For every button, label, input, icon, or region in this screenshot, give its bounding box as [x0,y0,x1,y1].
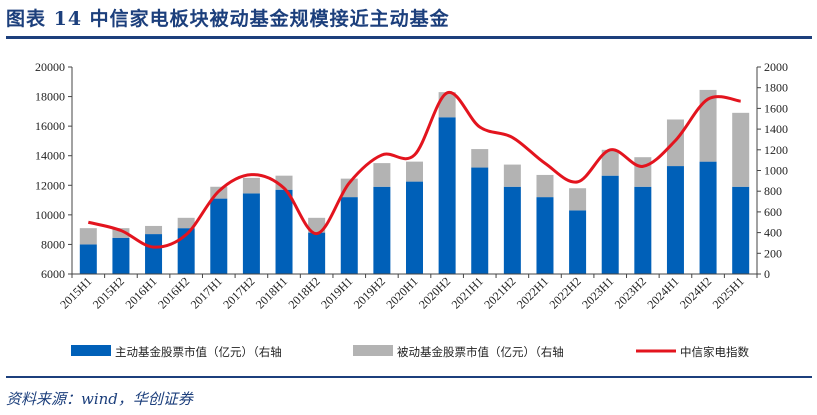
bar-passive-2019H1 [340,178,358,198]
bar-passive-2017H2 [242,177,260,194]
right-tick-label: 2000 [764,60,788,74]
x-tick-label: 2017H2 [220,274,257,311]
right-tick-label: 1400 [764,122,788,136]
bar-active-2022H1 [536,197,554,274]
legend-swatch-active [71,345,111,356]
bars-group [79,89,750,275]
x-tick-label: 2018H2 [286,274,323,311]
bar-passive-2016H1 [145,225,163,235]
left-tick-label: 16000 [35,119,65,133]
bar-active-2023H1 [601,175,619,274]
bar-passive-2021H2 [503,164,521,187]
bar-active-2019H2 [373,186,391,274]
right-tick-label: 1800 [764,81,788,95]
x-tick-label: 2023H1 [579,274,616,311]
legend-label-passive: 被动基金股票市值（亿元）（右轴 [397,345,564,359]
bar-active-2021H1 [471,167,489,274]
right-tick-label: 400 [764,226,782,240]
bar-passive-2024H1 [666,119,684,167]
bar-active-2015H2 [112,237,130,274]
bar-passive-2015H2 [112,228,130,238]
bar-active-2022H2 [569,210,587,274]
legend-label-index: 中信家电指数 [680,345,749,359]
right-tick-label: 0 [764,267,770,281]
left-tick-label: 12000 [35,178,65,192]
right-tick-label: 1600 [764,101,788,115]
bar-passive-2022H2 [569,188,587,211]
bar-active-2015H1 [79,244,97,274]
bar-passive-2025H1 [732,112,750,187]
right-tick-label: 200 [764,246,782,260]
x-tick-label: 2021H1 [449,274,486,311]
bar-passive-2021H1 [471,149,489,168]
left-tick-label: 14000 [35,149,65,163]
x-tick-label: 2021H2 [481,274,518,311]
figure-title: 图表 14 中信家电板块被动基金规模接近主动基金 [6,8,450,30]
right-tick-label: 800 [764,184,782,198]
source-note: 资料来源：wind，华创证券 [6,390,193,408]
left-tick-label: 18000 [35,90,65,104]
left-tick-label: 6000 [41,267,65,281]
bar-passive-2016H2 [177,217,195,229]
bar-passive-2020H2 [438,92,456,118]
left-tick-label: 20000 [35,60,65,74]
right-tick-label: 600 [764,205,782,219]
bar-passive-2022H1 [536,174,554,198]
bar-passive-2020H1 [406,161,423,182]
bar-active-2019H1 [340,197,358,274]
bar-active-2020H2 [438,117,456,275]
bar-active-2025H1 [732,186,750,274]
x-tick-label: 2017H1 [188,274,225,311]
bar-active-2017H1 [210,198,228,274]
source-rule [6,376,812,378]
right-tick-label: 1200 [764,143,788,157]
x-tick-label: 2025H1 [710,274,747,311]
x-tick-label: 2018H1 [253,274,290,311]
bar-active-2023H2 [634,186,652,274]
legend-label-active: 主动基金股票市值（亿元）（右轴 [115,345,282,359]
bar-active-2024H2 [699,161,717,274]
bar-active-2020H1 [406,181,423,274]
bar-passive-2024H2 [699,89,717,162]
x-tick-label: 2019H1 [318,274,355,311]
x-tick-label: 2022H2 [546,274,583,311]
bar-active-2024H1 [666,166,684,274]
bar-active-2016H1 [145,234,163,274]
bar-active-2018H1 [275,189,293,274]
x-tick-label: 2020H2 [416,274,453,311]
chart: 2015H12015H22016H12016H22017H12017H22018… [35,60,788,359]
legend: 主动基金股票市值（亿元）（右轴 被动基金股票市值（亿元）（右轴 中信家电指数 [71,345,749,359]
bar-active-2017H2 [242,193,260,274]
x-tick-label: 2016H1 [122,274,159,311]
title-rule [6,36,812,39]
x-tick-label: 2019H2 [351,274,388,311]
index-line [87,91,741,249]
bar-passive-2015H1 [79,228,97,245]
x-tick-label: 2024H2 [677,274,714,311]
x-tick-label: 2022H1 [514,274,551,311]
line-group [87,91,741,249]
bar-passive-2023H1 [601,149,619,176]
bar-active-2018H2 [308,232,326,274]
left-tick-label: 10000 [35,208,65,222]
bar-passive-2018H2 [308,217,326,233]
bar-passive-2023H2 [634,157,652,187]
bar-passive-2019H2 [373,163,391,187]
right-tick-label: 1000 [764,164,788,178]
legend-swatch-passive [353,345,393,356]
x-tick-label: 2016H2 [155,274,192,311]
x-tick-label: 2020H1 [383,274,420,311]
x-tick-label: 2024H1 [644,274,681,311]
bar-active-2021H2 [503,186,521,274]
x-tick-label: 2015H2 [90,274,127,311]
left-tick-label: 8000 [41,237,65,251]
x-tick-label: 2023H2 [612,274,649,311]
